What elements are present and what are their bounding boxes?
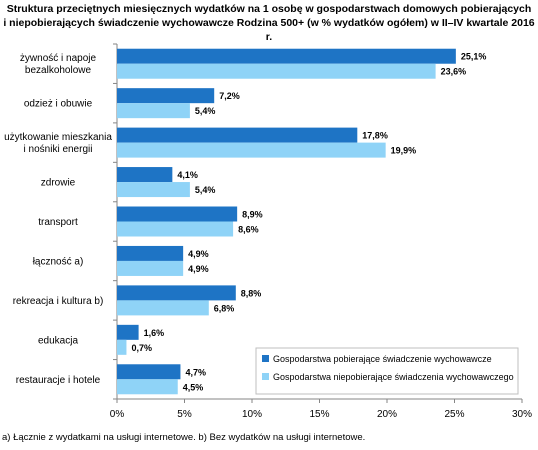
- bar-pobierajace: [117, 48, 456, 64]
- bar-pobierajace: [117, 364, 181, 380]
- category-label: rekreacja i kultura b): [13, 296, 104, 307]
- data-label: 0,7%: [131, 343, 152, 353]
- bar-pobierajace: [117, 324, 139, 340]
- legend-swatch: [262, 373, 269, 380]
- data-label: 8,9%: [242, 210, 263, 220]
- legend-entry: Gospodarstwa niepobierające świadczenia …: [273, 372, 514, 382]
- bar-pobierajace: [117, 245, 184, 261]
- bar-niepobierajace: [117, 221, 234, 237]
- data-label: 8,8%: [241, 288, 262, 298]
- bar-niepobierajace: [117, 103, 190, 119]
- legend-entry: Gospodarstwa pobierające świadczenie wyc…: [273, 354, 492, 364]
- category-label: edukacja: [38, 335, 78, 346]
- data-label: 23,6%: [441, 67, 467, 77]
- legend-swatch: [262, 355, 269, 362]
- value-tick-label: 15%: [309, 409, 329, 420]
- data-label: 7,2%: [219, 91, 240, 101]
- bar-niepobierajace: [117, 63, 436, 79]
- data-label: 1,6%: [144, 328, 165, 338]
- data-label: 4,1%: [177, 170, 198, 180]
- category-label: użytkowanie mieszkania i nośniki energii: [4, 132, 112, 155]
- legend-box: [255, 347, 519, 395]
- value-axis: 0% 5% 10% 15% 20% 25% 30%: [110, 398, 532, 420]
- bar-pobierajace: [117, 167, 173, 183]
- legend: Gospodarstwa pobierające świadczenie wyc…: [255, 347, 519, 395]
- category-label: żywność i napoje bezalkoholowe: [20, 53, 97, 76]
- bar-pobierajace: [117, 88, 215, 104]
- value-tick-label: 30%: [512, 409, 532, 420]
- value-tick-label: 0%: [110, 409, 125, 420]
- category-label: odzież i obuwie: [24, 99, 93, 110]
- bar-niepobierajace: [117, 300, 209, 316]
- category-label: transport: [38, 217, 78, 228]
- data-label: 4,7%: [185, 367, 206, 377]
- bars-group: 25,1%23,6%7,2%5,4%17,8%19,9%4,1%5,4%8,9%…: [117, 48, 487, 395]
- data-label: 5,4%: [195, 185, 216, 195]
- data-label: 5,4%: [195, 106, 216, 116]
- category-label: zdrowie: [41, 178, 76, 189]
- data-label: 8,6%: [238, 225, 259, 235]
- bar-pobierajace: [117, 127, 358, 143]
- data-label: 4,9%: [188, 249, 209, 259]
- value-tick-label: 5%: [177, 409, 192, 420]
- bar-niepobierajace: [117, 379, 178, 395]
- bar-pobierajace: [117, 285, 236, 301]
- data-label: 6,8%: [214, 303, 235, 313]
- value-tick-label: 10%: [242, 409, 262, 420]
- value-tick-label: 20%: [377, 409, 397, 420]
- bar-pobierajace: [117, 206, 238, 222]
- data-label: 4,5%: [183, 382, 204, 392]
- category-axis: żywność i napoje bezalkoholowe odzież i ob…: [4, 43, 118, 400]
- bar-niepobierajace: [117, 260, 184, 276]
- value-tick-label: 25%: [444, 409, 464, 420]
- data-label: 4,9%: [188, 264, 209, 274]
- category-label: łączność a): [33, 256, 84, 267]
- category-label: restauracje i hotele: [16, 375, 101, 386]
- bar-niepobierajace: [117, 182, 190, 198]
- data-label: 17,8%: [362, 131, 388, 141]
- bar-niepobierajace: [117, 142, 386, 158]
- chart-footnote: a) Łącznie z wydatkami na usługi interne…: [2, 432, 366, 443]
- data-label: 19,9%: [391, 146, 417, 156]
- bar-niepobierajace: [117, 339, 127, 355]
- data-label: 25,1%: [461, 52, 487, 62]
- chart-title: Struktura przeciętnych miesięcznych wyda…: [3, 3, 535, 43]
